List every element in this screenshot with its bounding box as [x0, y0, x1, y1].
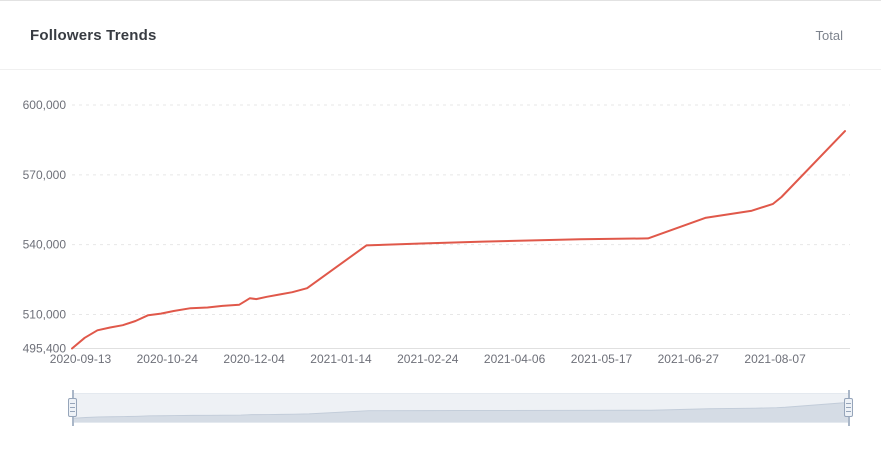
x-axis-label: 2021-02-24	[397, 352, 459, 366]
x-axis-label: 2020-12-04	[223, 352, 285, 366]
y-axis-label: 510,000	[23, 308, 67, 322]
datazoom-shadow-line	[73, 401, 849, 419]
y-axis-label: 570,000	[23, 168, 67, 182]
y-axis-label: 495,400	[23, 342, 67, 356]
legend-item-total[interactable]: Total	[815, 27, 843, 43]
chart-header: Followers Trends Total	[0, 1, 881, 70]
page-title: Followers Trends	[30, 26, 157, 44]
x-axis-label: 2021-01-14	[310, 352, 372, 366]
x-axis-label: 2021-06-27	[658, 352, 720, 366]
y-axis-label: 600,000	[23, 98, 67, 112]
x-axis-label: 2021-08-07	[744, 352, 806, 366]
datazoom-slider[interactable]	[68, 390, 853, 426]
datazoom-shadow-area	[73, 402, 849, 422]
x-axis-label: 2020-10-24	[137, 352, 199, 366]
datazoom-right-grip-icon[interactable]	[844, 398, 853, 417]
x-axis-label: 2020-09-13	[50, 352, 112, 366]
x-axis-label: 2021-04-06	[484, 352, 546, 366]
trend-line	[71, 130, 846, 350]
x-axis-label: 2021-05-17	[571, 352, 633, 366]
datazoom-left-grip-icon[interactable]	[68, 398, 77, 417]
y-axis-label: 540,000	[23, 238, 67, 252]
datazoom-data-shadow	[73, 401, 849, 422]
